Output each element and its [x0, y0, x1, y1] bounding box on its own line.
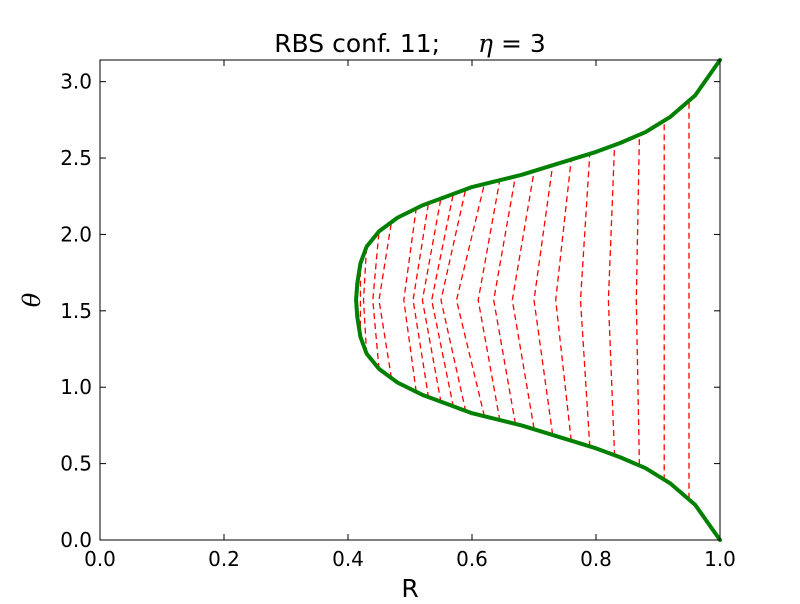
y-tick-label-2.0: 2.0	[60, 222, 92, 246]
y-axis-label: θ	[18, 292, 46, 307]
dashed-curve-18	[635, 135, 641, 466]
dashed-curve-11	[477, 179, 501, 421]
chart-title-prefix: RBS conf. 11;	[274, 29, 440, 58]
chart-title: RBS conf. 11; η = 3	[274, 29, 546, 58]
dashed-curve-8	[431, 193, 455, 408]
y-tick-label-1.0: 1.0	[60, 375, 92, 399]
x-axis-label: R	[401, 574, 418, 600]
dashed-curve-4	[378, 222, 393, 379]
y-tick-label-1.5: 1.5	[60, 299, 92, 323]
y-tick-label-0.0: 0.0	[60, 528, 92, 552]
dashed-curve-9	[440, 188, 467, 412]
dashed-curve-16	[579, 153, 591, 447]
x-tick-label-0.2: 0.2	[208, 547, 240, 571]
chart-title-eta: η	[478, 29, 493, 58]
dashed-curve-12	[493, 176, 517, 424]
dashed-curve-2	[362, 246, 368, 354]
dashed-curve-13	[511, 171, 535, 429]
dashed-curve-6	[412, 202, 430, 399]
chart-title-suffix: = 3	[501, 29, 546, 58]
dashed-curve-5	[403, 208, 417, 392]
x-tick-label-1.0: 1.0	[704, 547, 736, 571]
dashed-curve-3	[372, 231, 380, 369]
x-tick-label-0.6: 0.6	[456, 547, 488, 571]
y-tick-label-2.5: 2.5	[60, 146, 92, 170]
axes-frame	[99, 59, 721, 541]
plot-area: 0.0 0.2 0.4 0.6 0.8 1.0 0.0 0.5 1.0 1.5 2.0 2.5 3.0	[60, 58, 736, 571]
boundary-curve	[354, 58, 722, 542]
dashed-curve-15	[555, 159, 572, 441]
y-tick-label-3.0: 3.0	[60, 70, 92, 94]
y-tick-label-0.5: 0.5	[60, 452, 92, 476]
dashed-curve-14	[533, 165, 554, 435]
x-tick-label-0.0: 0.0	[84, 547, 116, 571]
x-tick-label-0.8: 0.8	[580, 547, 612, 571]
x-tick-label-0.4: 0.4	[332, 547, 364, 571]
dashed-curve-17	[607, 144, 616, 456]
dashed-curve-7	[421, 197, 442, 403]
